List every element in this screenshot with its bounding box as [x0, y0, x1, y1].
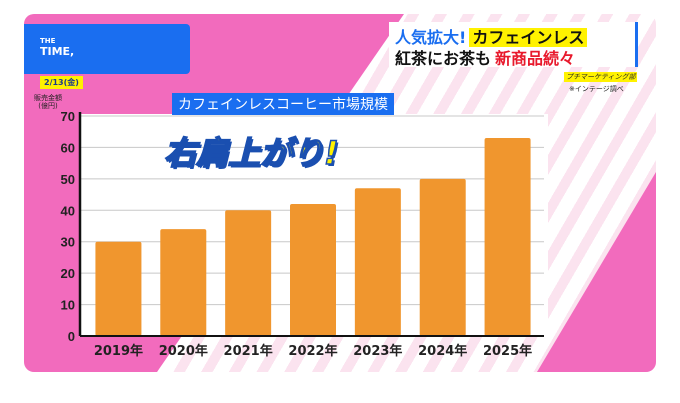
headline-blue: 人気拡大! — [395, 28, 467, 47]
bar-2020年 — [160, 229, 207, 336]
bar-2021年 — [225, 210, 272, 336]
source-company: プチマーケティング部 — [564, 72, 638, 82]
headline-black: 紅茶にお茶も — [395, 49, 492, 68]
bar-chart: 0 10 20 30 40 50 60 70 2019年 2020年 2021年 2022年 2023年… — [61, 109, 544, 359]
headline-highlight: カフェインレス — [469, 28, 588, 47]
bar-2025年 — [484, 138, 531, 336]
y-tick-label: 50 — [61, 172, 75, 187]
x-tick-label: 2024年 — [418, 343, 467, 359]
broadcast-date: 2/13(金) — [40, 76, 83, 89]
x-tick-label: 2022年 — [288, 343, 337, 359]
broadcast-frame: THE TIME, 2/13(金) 人気拡大! カフェインレス 紅茶にお茶も 新商品… — [24, 14, 656, 372]
y-tick-label: 60 — [61, 140, 75, 155]
source-note: ※インテージ調べ — [569, 85, 624, 93]
y-tick-label: 10 — [61, 298, 75, 313]
bar-2023年 — [354, 188, 401, 336]
y-tick-label: 30 — [61, 235, 75, 250]
y-tick-label: 70 — [61, 109, 75, 124]
y-axis-label: 販売金額 (億円) — [34, 94, 62, 110]
x-tick-label: 2020年 — [159, 343, 208, 359]
x-tick-label: 2023年 — [353, 343, 402, 359]
y-tick-label: 0 — [68, 329, 75, 344]
chart-title: カフェインレスコーヒー市場規模 — [172, 93, 394, 115]
bar-2022年 — [290, 204, 336, 336]
headline-red: 新商品続々 — [495, 49, 576, 68]
logo-small: THE — [40, 37, 56, 45]
logo-big: TIME, — [40, 45, 75, 58]
x-tick-label: 2021年 — [224, 343, 273, 359]
x-tick-label: 2025年 — [483, 343, 532, 359]
x-tick-label: 2019年 — [94, 343, 143, 359]
slogan: 右肩上がり! — [163, 133, 339, 173]
y-tick-label: 40 — [61, 203, 75, 218]
y-axis-title: 販売金額 — [34, 94, 62, 102]
y-axis-unit: (億円) — [38, 102, 58, 110]
headline-caption: 人気拡大! カフェインレス 紅茶にお茶も 新商品続々 — [389, 22, 638, 68]
y-tick-label: 20 — [61, 266, 75, 281]
bar-2019年 — [95, 241, 142, 336]
bar-2024年 — [419, 178, 466, 336]
show-logo: THE TIME, — [24, 24, 190, 74]
